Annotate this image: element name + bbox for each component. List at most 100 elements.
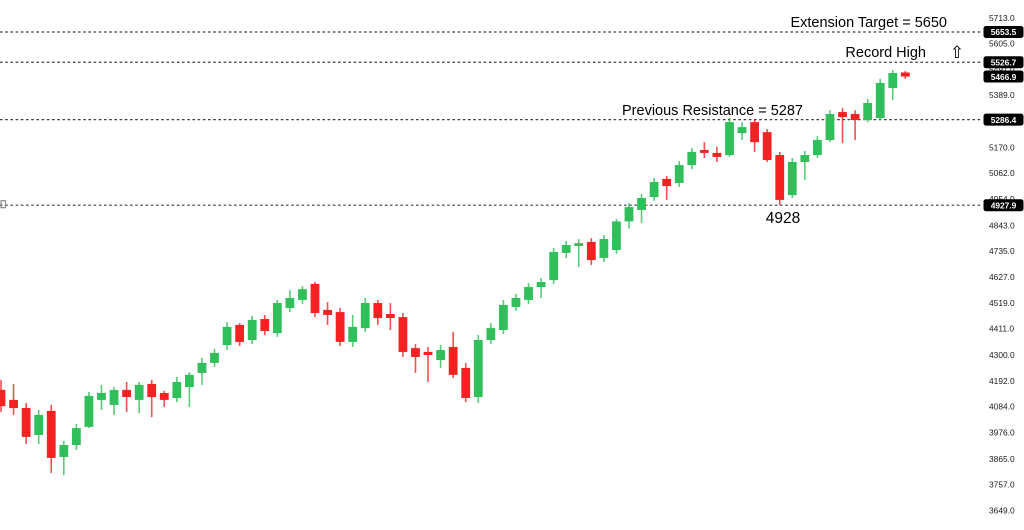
y-axis-label: 4843.0 <box>989 220 1015 230</box>
candle-body <box>71 428 81 446</box>
candle <box>536 277 546 299</box>
candle <box>448 331 458 378</box>
candle-body <box>813 140 822 156</box>
candle-body <box>787 161 797 196</box>
annotation-record-high: Record High <box>845 45 926 61</box>
candle-body <box>9 399 18 409</box>
candle <box>888 70 898 100</box>
candle <box>109 387 119 415</box>
y-axis-label: 5062.0 <box>989 168 1015 178</box>
candle-body <box>875 82 885 119</box>
candle-body <box>586 241 596 261</box>
candle <box>813 135 822 158</box>
annotation-extension-target: Extension Target = 5650 <box>790 15 947 31</box>
candle-body <box>423 351 433 356</box>
candle-body <box>385 313 395 319</box>
y-axis-label: 4735.0 <box>989 246 1015 256</box>
candle <box>863 98 873 123</box>
candle <box>84 392 94 429</box>
candle <box>436 345 445 368</box>
candle <box>712 146 722 162</box>
candle <box>122 382 131 413</box>
y-axis-label: 4519.0 <box>989 298 1015 308</box>
candle-body <box>411 348 420 357</box>
candle <box>825 110 835 143</box>
candle-body <box>499 304 508 330</box>
candle-body <box>461 367 471 399</box>
price-tag <box>983 199 1024 212</box>
candle <box>323 302 332 325</box>
candle-body <box>109 389 119 405</box>
candle <box>486 323 496 345</box>
candle-body <box>159 392 169 400</box>
candle <box>574 239 584 267</box>
candle <box>59 440 69 476</box>
candle-body <box>298 289 307 300</box>
candle-body <box>574 243 584 246</box>
candle <box>461 362 471 403</box>
candle-body <box>272 303 282 334</box>
candle-body <box>84 395 94 427</box>
candle <box>499 299 508 335</box>
candle-body <box>21 408 31 437</box>
candle <box>900 71 910 79</box>
candle <box>210 349 219 367</box>
candle-body <box>172 382 182 399</box>
candle <box>875 78 885 120</box>
candle-body <box>335 312 345 342</box>
candle <box>285 290 295 313</box>
y-axis-label: 4084.0 <box>989 402 1015 412</box>
candle-body <box>712 152 722 157</box>
candle <box>298 286 307 304</box>
candle <box>838 108 847 144</box>
candle <box>762 129 772 162</box>
candle <box>750 119 759 152</box>
price-tag-label: 5653.5 <box>991 27 1017 37</box>
candle-body <box>323 309 332 315</box>
candle <box>134 382 144 414</box>
candle <box>524 282 533 304</box>
candle <box>385 303 395 330</box>
candle-body <box>197 362 207 373</box>
candle-body <box>662 178 672 187</box>
price-tag-label: 4927.9 <box>991 200 1017 210</box>
price-tag <box>983 26 1024 39</box>
candle <box>159 390 169 408</box>
candle <box>649 177 659 201</box>
candle <box>46 404 56 473</box>
candle <box>247 315 257 345</box>
candle-body <box>674 165 684 183</box>
candle-body <box>222 326 232 346</box>
candle-body <box>34 414 44 435</box>
candle <box>9 383 18 415</box>
candle <box>850 110 860 141</box>
candle-body <box>900 72 910 77</box>
candle-body <box>725 122 734 156</box>
candle-body <box>888 72 898 88</box>
candle-body <box>850 113 860 120</box>
candle <box>197 357 207 385</box>
candle <box>599 234 609 262</box>
candle-body <box>348 326 358 342</box>
price-tag-label: 5466.9 <box>991 72 1017 82</box>
candle-body <box>247 319 257 341</box>
y-axis-label: 4954.0 <box>989 194 1015 204</box>
candle <box>561 240 571 258</box>
candle-body <box>360 303 370 329</box>
y-axis-label: 4300.0 <box>989 350 1015 360</box>
candle-body <box>285 298 295 309</box>
candle-body <box>235 324 245 342</box>
candle <box>235 323 245 346</box>
candle <box>21 403 31 445</box>
candle <box>674 161 684 188</box>
candle-body <box>122 389 131 398</box>
price-tag <box>983 113 1024 126</box>
candle-body <box>436 350 445 361</box>
candle <box>511 293 521 311</box>
candle <box>737 122 747 141</box>
candle-body <box>524 287 533 300</box>
price-tag-label: 5526.7 <box>991 57 1017 67</box>
candle <box>71 424 81 451</box>
